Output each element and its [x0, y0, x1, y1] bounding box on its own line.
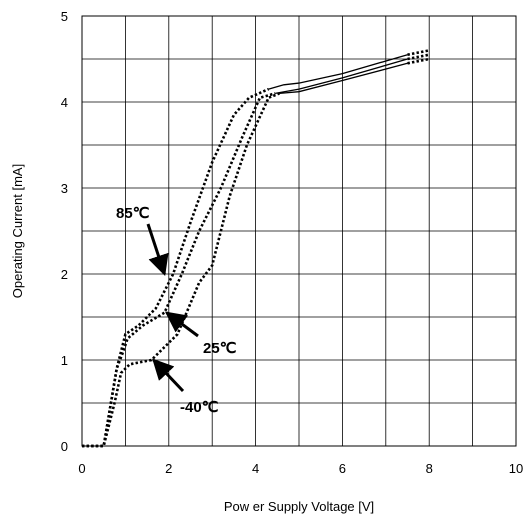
annotations: 85℃ 25℃ -40℃: [116, 205, 237, 416]
annotation-arrow: [146, 223, 169, 276]
y-tick-label: 5: [61, 9, 68, 24]
series-line-tail: [407, 49, 430, 56]
annotation-arrow: [152, 358, 185, 393]
grid: [82, 16, 516, 446]
annotation-label: 25℃: [203, 340, 237, 357]
y-tick-label: 3: [61, 181, 68, 196]
y-tick-label: 2: [61, 267, 68, 282]
y-axis-label: Operating Current [mA]: [10, 164, 25, 298]
plot-frame: [81, 15, 517, 447]
x-axis-label: Pow er Supply Voltage [V]: [224, 499, 374, 514]
annotation-arrow: [164, 311, 199, 338]
series-line-dotted: [82, 87, 270, 448]
annotation-label: -40℃: [180, 399, 219, 416]
series-line-tail: [407, 53, 430, 61]
series-line-dotted: [82, 92, 280, 448]
x-tick-label: 4: [252, 461, 259, 476]
x-tick-label: 6: [339, 461, 346, 476]
x-tick-label: 2: [165, 461, 172, 476]
series-line-solid: [268, 54, 408, 90]
y-tick-label: 0: [61, 439, 68, 454]
x-tick-label: 0: [78, 461, 85, 476]
y-tick-label: 1: [61, 353, 68, 368]
tick-labels: 0 2 4 6 8 10 0 1 2 3 4 5: [61, 9, 523, 476]
plot-series: [82, 49, 430, 448]
series-line-solid: [279, 62, 408, 95]
series-line-solid: [275, 58, 408, 95]
x-tick-label: 10: [509, 461, 523, 476]
series-line-dotted: [82, 92, 276, 448]
y-tick-label: 4: [61, 95, 68, 110]
annotation-label: 85℃: [116, 205, 150, 222]
series-line-tail: [407, 57, 430, 65]
x-tick-label: 8: [426, 461, 433, 476]
